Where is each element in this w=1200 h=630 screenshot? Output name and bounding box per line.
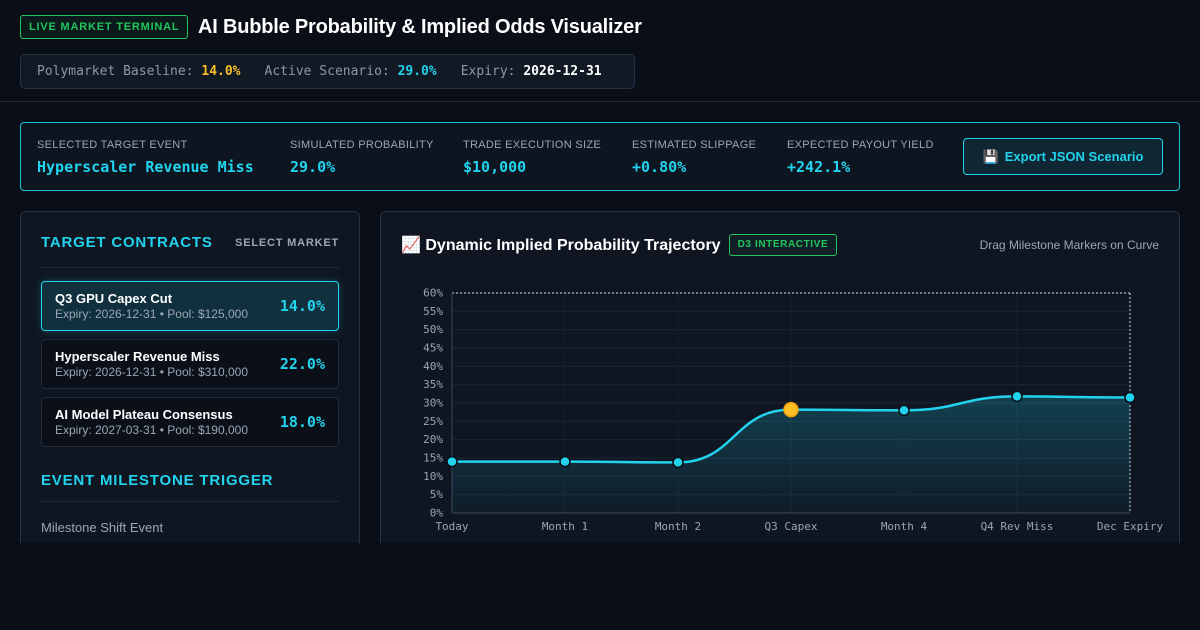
app-header: LIVE MARKET TERMINAL AI Bubble Probabili… <box>0 0 1200 102</box>
baseline-status: Polymarket Baseline: 14.0% <box>37 64 241 79</box>
milestone-marker[interactable] <box>1124 391 1136 404</box>
payout-yield-label: EXPECTED PAYOUT YIELD <box>787 139 934 151</box>
scenario-summary: SELECTED TARGET EVENT Hyperscaler Revenu… <box>20 122 1180 191</box>
y-tick-label: 10% <box>423 470 443 483</box>
y-tick-label: 45% <box>423 342 443 355</box>
slippage-metric: ESTIMATED SLIPPAGE +0.80% <box>632 139 756 176</box>
x-tick-label: Today <box>435 520 468 533</box>
y-tick-label: 50% <box>423 323 443 336</box>
milestone-marker[interactable] <box>559 455 571 468</box>
chart-trend-icon: 📈 <box>401 237 421 254</box>
expiry-value: 2026-12-31 <box>523 64 602 79</box>
expiry-label: Expiry: <box>460 64 516 79</box>
y-tick-label: 60% <box>423 287 443 300</box>
milestone-marker[interactable] <box>672 456 684 469</box>
probability-area <box>452 396 1130 513</box>
milestone-trigger-title: EVENT MILESTONE TRIGGER <box>41 472 339 502</box>
target-event-label: SELECTED TARGET EVENT <box>37 139 188 151</box>
chart-title: 📈 Dynamic Implied Probability Trajectory <box>401 235 721 255</box>
y-tick-label: 20% <box>423 433 443 446</box>
scenario-status: Active Scenario: 29.0% <box>265 64 437 79</box>
save-icon: 💾 <box>982 148 999 164</box>
contract-item-q3-gpu-capex-cut[interactable]: Q3 GPU Capex Cut Expiry: 2026-12-31 • Po… <box>41 281 339 331</box>
contract-item-hyperscaler-revenue-miss[interactable]: Hyperscaler Revenue Miss Expiry: 2026-12… <box>41 339 339 389</box>
contracts-header: TARGET CONTRACTS SELECT MARKET <box>41 234 339 268</box>
x-tick-label: Month 2 <box>655 520 701 533</box>
y-tick-label: 55% <box>423 305 443 318</box>
export-json-label: Export JSON Scenario <box>1004 149 1144 164</box>
chart-title-row: 📈 Dynamic Implied Probability Trajectory… <box>401 234 838 256</box>
x-tick-label: Month 1 <box>542 520 588 533</box>
slippage-label: ESTIMATED SLIPPAGE <box>632 139 757 151</box>
select-market-link[interactable]: SELECT MARKET <box>235 236 339 249</box>
d3-interactive-badge: D3 INTERACTIVE <box>728 234 838 256</box>
y-tick-label: 5% <box>430 488 444 501</box>
drag-hint: Drag Milestone Markers on Curve <box>979 238 1159 252</box>
y-tick-label: 15% <box>423 452 443 465</box>
x-tick-label: Q3 Capex <box>765 520 818 533</box>
probability-value: 29.0% <box>290 158 336 176</box>
payout-yield-metric: EXPECTED PAYOUT YIELD +242.1% <box>787 139 934 176</box>
trade-size-metric: TRADE EXECUTION SIZE $10,000 <box>463 139 601 176</box>
payout-yield-value: +242.1% <box>787 158 851 176</box>
scenario-label: Active Scenario: <box>264 64 390 79</box>
baseline-label: Polymarket Baseline: <box>37 64 194 79</box>
x-tick-label: Q4 Rev Miss <box>981 520 1054 533</box>
probability-chart-panel: 📈 Dynamic Implied Probability Trajectory… <box>380 211 1180 551</box>
baseline-value: 14.0% <box>201 64 241 79</box>
contract-name: AI Model Plateau Consensus <box>55 407 233 422</box>
live-market-badge: LIVE MARKET TERMINAL <box>20 15 189 39</box>
probability-trajectory-chart: 0% 5% 10% 15% 20% 25% 30% 35% 40% 45% 50% 55% 60% Tod… <box>423 287 1164 534</box>
expiry-status: Expiry: 2026-12-31 <box>461 64 602 79</box>
contract-name: Hyperscaler Revenue Miss <box>55 349 220 364</box>
contract-probability: 18.0% <box>279 413 325 431</box>
y-tick-label: 25% <box>423 415 443 428</box>
x-tick-label: Dec Expiry <box>1097 520 1164 533</box>
milestone-marker-highlighted[interactable] <box>783 401 799 418</box>
y-tick-label: 30% <box>423 397 443 410</box>
contract-item-ai-model-plateau[interactable]: AI Model Plateau Consensus Expiry: 2027-… <box>41 397 339 447</box>
target-contracts-panel: TARGET CONTRACTS SELECT MARKET Q3 GPU Ca… <box>20 211 360 551</box>
contract-probability: 22.0% <box>279 355 325 373</box>
page-background <box>0 543 1200 630</box>
export-json-button[interactable]: 💾 Export JSON Scenario <box>963 138 1163 175</box>
scenario-value: 29.0% <box>397 64 437 79</box>
trade-size-label: TRADE EXECUTION SIZE <box>463 139 602 151</box>
trade-size-value: $10,000 <box>463 158 527 176</box>
market-status-bar: Polymarket Baseline: 14.0% Active Scenar… <box>20 54 635 89</box>
milestone-marker[interactable] <box>446 455 458 468</box>
milestone-marker[interactable] <box>898 404 910 417</box>
x-tick-label: Month 4 <box>881 520 928 533</box>
chart-title-text: Dynamic Implied Probability Trajectory <box>425 237 721 254</box>
probability-metric: SIMULATED PROBABILITY 29.0% <box>290 139 434 176</box>
y-tick-label: 0% <box>430 507 444 520</box>
y-tick-label: 40% <box>423 360 443 373</box>
target-event-value: Hyperscaler Revenue Miss <box>37 158 254 176</box>
slippage-value: +0.80% <box>632 158 687 176</box>
contract-name: Q3 GPU Capex Cut <box>55 291 173 306</box>
target-event-metric: SELECTED TARGET EVENT Hyperscaler Revenu… <box>37 139 254 176</box>
contract-meta: Expiry: 2026-12-31 • Pool: $125,000 <box>55 307 248 321</box>
milestone-marker[interactable] <box>1011 390 1023 403</box>
contract-meta: Expiry: 2027-03-31 • Pool: $190,000 <box>55 423 248 437</box>
contracts-title: TARGET CONTRACTS <box>41 234 213 251</box>
app-title: AI Bubble Probability & Implied Odds Vis… <box>198 16 642 38</box>
probability-label: SIMULATED PROBABILITY <box>290 139 434 151</box>
contract-meta: Expiry: 2026-12-31 • Pool: $310,000 <box>55 365 248 379</box>
y-tick-label: 35% <box>423 378 443 391</box>
contract-probability: 14.0% <box>279 297 325 315</box>
milestone-shift-label: Milestone Shift Event <box>41 520 164 535</box>
